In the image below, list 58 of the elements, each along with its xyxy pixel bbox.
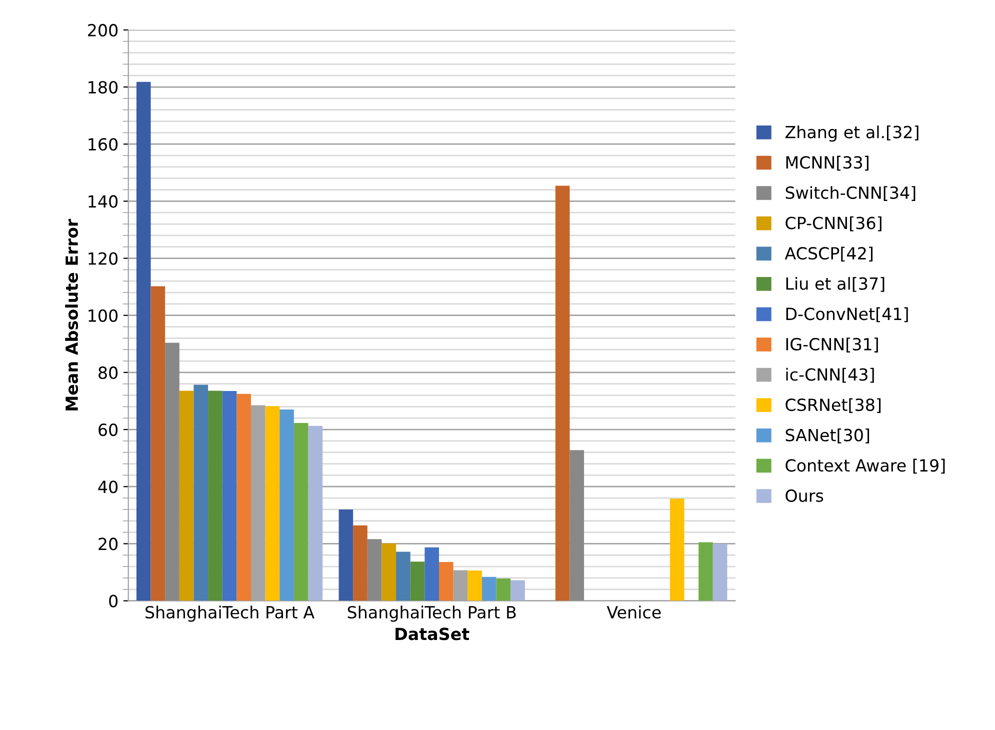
bar [698,542,713,601]
bar [150,286,166,601]
bar [670,498,684,601]
bar [294,422,308,601]
bar [570,450,584,601]
legend-label: CP-CNN[36] [786,216,882,232]
bar [555,186,570,601]
bar [308,426,323,601]
y-tick-label: 160 [88,138,118,151]
bar [468,570,482,601]
bar [165,342,180,601]
legend-label: MCNN[33] [786,156,868,171]
bar [265,406,280,601]
legend-label: CSRNet[38] [786,398,881,414]
bar [280,410,294,601]
bar [194,384,208,601]
bar [382,543,396,601]
bar [510,580,525,601]
bar [136,82,151,601]
x-axis-title: DataSet [396,628,470,640]
y-tick-label: 120 [88,252,118,265]
bar [208,390,222,601]
y-tick-label: 40 [98,480,118,494]
x-tick-label: Venice [606,606,661,619]
y-tick-label: 0 [109,594,118,608]
x-tick-label: ShanghaiTech Part B [348,606,516,622]
y-tick-label: 60 [98,423,118,436]
legend-label: D-ConvNet[41] [786,307,908,322]
bar [179,390,194,601]
y-axis-title: Mean Absolute Error [65,218,78,410]
y-tick-label: 200 [88,24,118,36]
legend-label: Switch-CNN[34] [786,186,916,201]
legend-label: Liu et al[37] [786,276,884,292]
bar [438,562,454,601]
legend-label: ACSCP[42] [784,246,872,262]
bar [236,394,251,601]
y-tick-label: 180 [88,80,118,94]
y-tick-label: 20 [98,538,118,550]
legend-label: ic-CNN[43] [786,368,874,383]
bar [338,509,354,601]
bar [482,576,496,601]
legend-label: Ours [786,489,824,502]
y-tick-label: 80 [98,366,118,380]
legend-label: SANet[30] [786,428,870,444]
legend-label: Zhang et al.[32] [785,126,918,142]
y-tick-label: 100 [88,309,118,322]
x-tick-label: ShanghaiTech Part A [146,606,314,622]
bar [222,391,237,601]
bar [396,552,410,601]
bar [367,539,382,601]
bar [353,525,368,601]
legend-label: Context Aware [19] [786,458,945,474]
bar [410,562,425,601]
legend-label: IG-CNN[31] [786,338,878,352]
bar [424,547,439,601]
bar [712,544,728,601]
bar [496,578,511,601]
y-tick-label: 140 [88,195,118,208]
